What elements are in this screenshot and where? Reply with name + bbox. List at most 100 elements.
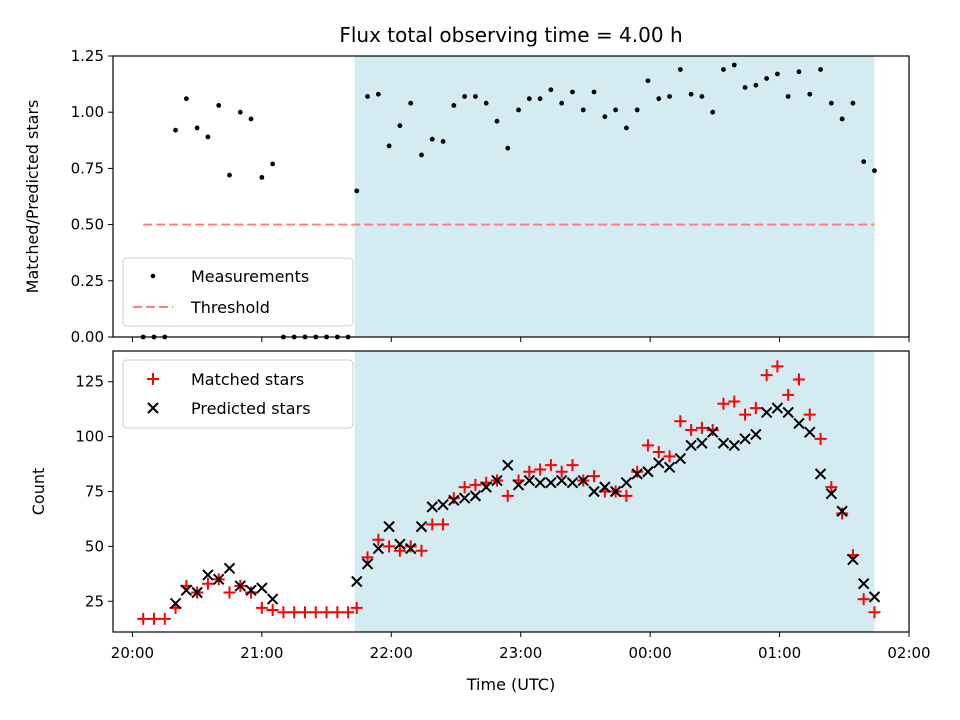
measurement-point — [473, 94, 478, 99]
measurement-point — [807, 91, 813, 97]
x-tick-label: 22:00 — [370, 644, 413, 662]
measurement-point — [516, 107, 521, 113]
predicted-star-point — [728, 439, 740, 452]
predicted-star-point — [750, 428, 762, 441]
predicted-star-point — [663, 461, 676, 474]
predicted-star-point — [534, 477, 546, 489]
predicted-star-point — [717, 437, 730, 449]
predicted-star-point — [234, 580, 246, 592]
ratio-legend-box — [122, 257, 354, 327]
predicted-star-point — [351, 575, 363, 588]
y-tick-label: 50 — [85, 537, 104, 555]
predicted-star-point — [857, 577, 870, 590]
measurement-point — [419, 152, 424, 158]
matched-star-point — [266, 604, 279, 617]
predicted-star-point — [793, 417, 805, 430]
matched-star-point — [404, 540, 417, 553]
measurement-point — [505, 145, 511, 151]
predicted-star-point — [469, 490, 482, 502]
matched-star-point — [437, 518, 450, 531]
predicted-star-point — [674, 452, 687, 465]
measurement-point — [721, 67, 726, 72]
predicted-star-point — [212, 573, 225, 586]
matched-star-point — [350, 601, 363, 614]
predicted-star-point — [836, 505, 848, 517]
measurement-point — [408, 100, 414, 106]
measurement-point — [591, 89, 597, 95]
matched-star-point — [836, 507, 849, 520]
legend-marker-measurements — [150, 273, 156, 279]
legend-label-measurements: Measurements — [191, 267, 309, 286]
measurement-point — [580, 107, 586, 113]
predicted-star-point — [642, 466, 654, 478]
predicted-star-point — [706, 426, 719, 438]
predicted-star-point — [804, 426, 816, 438]
matched-star-point — [544, 459, 557, 472]
measurement-point — [375, 91, 381, 97]
measurement-point — [354, 188, 360, 194]
ratio-plot-frame — [112, 55, 910, 338]
matched-star-point — [298, 606, 311, 619]
matched-star-point — [706, 424, 719, 437]
matched-star-point — [588, 470, 601, 483]
ratio-legend: Measurements Threshold — [122, 257, 354, 327]
matched-star-point — [695, 421, 708, 434]
measurement-point — [365, 94, 370, 99]
predicted-star-point — [448, 494, 460, 506]
measurement-point — [526, 96, 532, 102]
y-tick-label: 125 — [75, 373, 104, 391]
matched-star-point — [137, 612, 150, 625]
measurement-point — [624, 125, 629, 131]
x-tick-label: 21:00 — [240, 644, 283, 662]
matched-star-point — [739, 408, 752, 421]
matched-star-point — [501, 489, 514, 502]
y-tick-label: 75 — [85, 483, 104, 501]
predicted-star-point — [426, 501, 438, 513]
predicted-star-point — [847, 553, 859, 566]
counts-panel: 25 50 75 100 125 20:00 21:00 22:00 23:00 00:00 01… — [29, 350, 931, 694]
predicted-star-point — [502, 459, 514, 471]
x-tick-label: 02:00 — [887, 644, 930, 662]
predicted-star-point — [814, 468, 827, 480]
observing-window-shade-top — [354, 56, 875, 337]
measurement-point — [785, 94, 791, 99]
matched-star-point — [857, 593, 870, 606]
matched-star-point — [717, 397, 730, 410]
measurement-point — [451, 103, 457, 108]
measurement-point — [248, 116, 254, 122]
predicted-star-point — [256, 582, 268, 594]
measurement-point — [259, 174, 265, 180]
matched-star-point — [760, 369, 773, 382]
matched-star-point — [245, 586, 258, 599]
counts-x-ticks: 20:00 21:00 22:00 23:00 00:00 01:00 02:00 — [111, 632, 931, 662]
measurement-point — [731, 62, 737, 68]
matched-star-point — [372, 533, 385, 546]
predicted-star-point — [404, 542, 417, 555]
matched-star-point — [288, 606, 301, 619]
predicted-star-point — [555, 474, 568, 487]
measurement-point — [205, 134, 211, 140]
measurement-point — [775, 71, 780, 77]
measurement-point — [710, 109, 716, 115]
measurement-point — [602, 114, 608, 120]
measurement-point — [796, 69, 802, 75]
measurement-point — [559, 100, 565, 106]
measurement-point — [753, 82, 759, 88]
matched-star-point — [620, 489, 633, 502]
y-tick-label: 0.25 — [71, 272, 104, 290]
measurement-point — [688, 91, 694, 97]
measurement-point — [839, 116, 845, 122]
predicted-star-point — [696, 437, 708, 449]
matched-star-point — [415, 544, 428, 557]
y-tick-label: 100 — [75, 428, 104, 446]
predicted-star-point — [685, 439, 697, 452]
measurement-point — [537, 96, 543, 102]
predicted-star-point — [588, 485, 600, 498]
x-tick-label: 20:00 — [111, 644, 154, 662]
matched-star-point — [674, 415, 687, 428]
predicted-star-point — [620, 477, 633, 489]
measurement-point — [634, 107, 640, 113]
measurement-point — [818, 67, 823, 72]
predicted-star-point — [599, 481, 611, 493]
